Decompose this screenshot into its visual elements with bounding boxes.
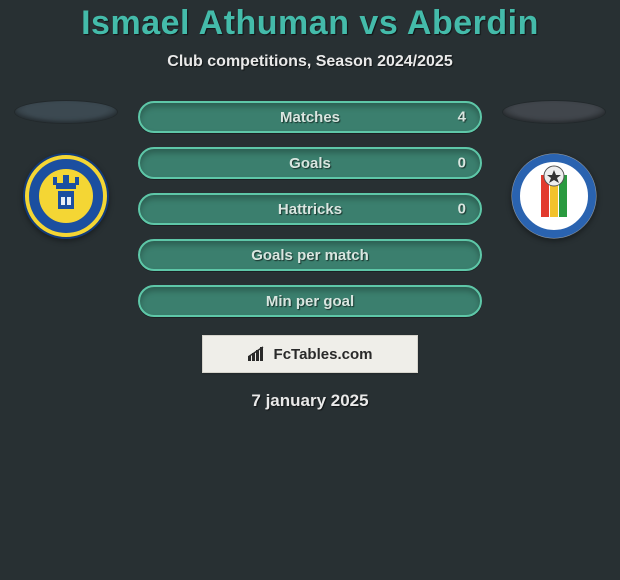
- subtitle: Club competitions, Season 2024/2025: [0, 53, 620, 71]
- getafe-logo-icon: [511, 153, 597, 239]
- attribution-badge[interactable]: FcTables.com: [202, 335, 418, 373]
- stat-label: Matches: [280, 109, 340, 126]
- stat-row-matches: Matches 4: [138, 101, 482, 133]
- right-player-shadow: [503, 101, 605, 123]
- right-club-logo: [511, 153, 597, 239]
- page-title: Ismael Athuman vs Aberdin: [0, 4, 620, 43]
- stat-label: Goals: [289, 155, 331, 172]
- comparison-card: Ismael Athuman vs Aberdin Club competiti…: [0, 0, 620, 411]
- left-player-shadow: [15, 101, 117, 123]
- bar-chart-icon: [248, 346, 268, 362]
- right-player-column: [502, 101, 606, 239]
- left-club-logo: [23, 153, 109, 239]
- attribution-label: FcTables.com: [274, 346, 373, 363]
- stat-label: Min per goal: [266, 293, 354, 310]
- main-row: Matches 4 Goals 0 Hattricks 0 Goals per …: [0, 101, 620, 317]
- stat-value-right: 0: [458, 155, 466, 172]
- stat-row-hattricks: Hattricks 0: [138, 193, 482, 225]
- date-line: 7 january 2025: [0, 391, 620, 411]
- stats-column: Matches 4 Goals 0 Hattricks 0 Goals per …: [138, 101, 482, 317]
- left-player-column: [14, 101, 118, 239]
- stat-label: Hattricks: [278, 201, 342, 218]
- stat-row-min-per-goal: Min per goal: [138, 285, 482, 317]
- stat-label: Goals per match: [251, 247, 369, 264]
- stat-row-goals-per-match: Goals per match: [138, 239, 482, 271]
- las-palmas-logo-icon: [23, 153, 109, 239]
- stat-value-right: 0: [458, 201, 466, 218]
- stat-row-goals: Goals 0: [138, 147, 482, 179]
- stat-value-right: 4: [458, 109, 466, 126]
